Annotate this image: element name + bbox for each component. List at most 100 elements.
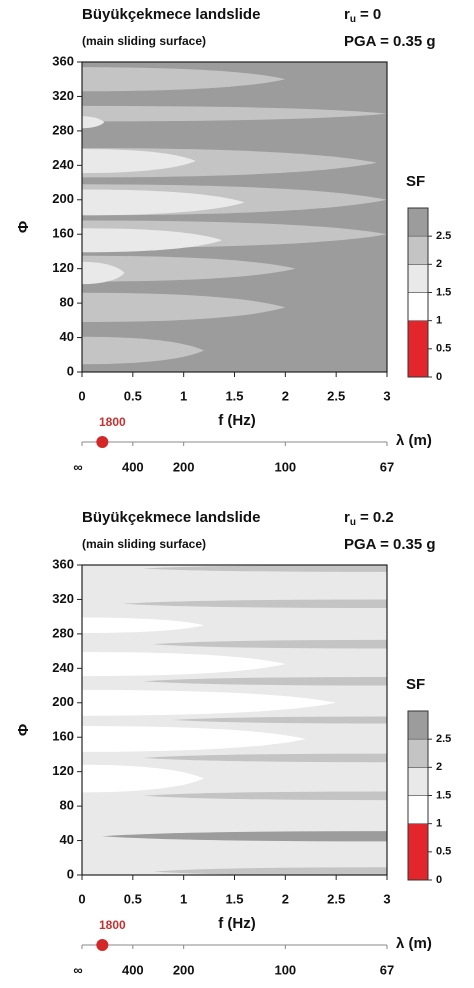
y-tick-label: 240 [52, 157, 74, 172]
colorbar-band [407, 795, 429, 824]
x-tick-label: 2 [282, 891, 289, 906]
contour-region [82, 726, 306, 752]
y-tick-label: 200 [52, 694, 74, 709]
contour-region [173, 716, 387, 724]
colorbar-tick-label: 0 [436, 874, 442, 886]
y-tick-label: 280 [52, 625, 74, 640]
x-tick-label: 0 [78, 388, 85, 403]
lambda-tick-label: ∞ [73, 962, 82, 977]
y-tick-label: 320 [52, 88, 74, 103]
ru-value: = 0.2 [360, 509, 394, 526]
ru-subscript: u [350, 14, 356, 25]
contour-region [82, 105, 387, 122]
ru-label: ru = 0.2 [344, 509, 394, 528]
lambda-tick-label: ∞ [73, 459, 82, 474]
x-tick-label: 2 [282, 388, 289, 403]
y-tick-label: 0 [67, 363, 74, 378]
contour-region [82, 261, 125, 285]
x-tick-label: 1 [180, 891, 187, 906]
colorbar-tick-label: 0.5 [436, 846, 451, 858]
contour-region [82, 228, 223, 253]
y-tick-label: 160 [52, 226, 74, 241]
x-axis-label: f (Hz) [218, 915, 256, 932]
lambda-tick-label: 67 [380, 459, 394, 474]
y-tick-label: 80 [60, 798, 74, 813]
colorbar-tick-label: 1.5 [436, 789, 451, 801]
x-tick-label: 1.5 [225, 388, 243, 403]
contour-region [122, 599, 387, 609]
colorbar-tick-label: 2.5 [436, 230, 451, 242]
contour-region [82, 255, 296, 282]
colorbar-tick-label: 2 [436, 761, 442, 773]
y-tick-label: 240 [52, 660, 74, 675]
chart-subtitle: (main sliding surface) [82, 34, 206, 48]
pga-label: PGA = 0.35 g [344, 33, 436, 50]
ru-symbol: r [344, 6, 350, 23]
y-tick-label: 360 [52, 556, 74, 571]
lambda-marker-label: 1800 [99, 918, 126, 932]
lambda-axis-label: λ (m) [396, 935, 432, 952]
colorbar-tick-label: 1 [436, 818, 442, 830]
colorbar-band [407, 264, 429, 293]
y-tick-label: 160 [52, 729, 74, 744]
colorbar-band [407, 710, 429, 740]
contour-region [143, 565, 387, 572]
contour-region [82, 148, 196, 174]
lambda-tick-label: 400 [122, 459, 144, 474]
contour-region [82, 67, 286, 92]
ru-subscript: u [350, 517, 356, 528]
ru-label: ru = 0 [344, 6, 381, 25]
y-axis-label: Φ [15, 724, 32, 736]
x-tick-label: 3 [383, 891, 390, 906]
y-tick-label: 0 [67, 866, 74, 881]
y-tick-label: 80 [60, 295, 74, 310]
contour-region [153, 867, 387, 875]
x-tick-label: 3 [383, 388, 390, 403]
colorbar-tick-label: 2 [436, 258, 442, 270]
y-tick-label: 40 [60, 329, 74, 344]
chart-title: Büyükçekmece landslide [82, 509, 260, 526]
y-tick-label: 360 [52, 53, 74, 68]
lambda-tick-label: 200 [173, 962, 195, 977]
colorbar-tick-label: 1.5 [436, 286, 451, 298]
ru-value: = 0 [360, 6, 381, 23]
x-tick-label: 0 [78, 891, 85, 906]
y-tick-label: 320 [52, 591, 74, 606]
pga-label: PGA = 0.35 g [344, 536, 436, 553]
ru-symbol: r [344, 509, 350, 526]
contour-region [82, 617, 204, 634]
y-tick-label: 40 [60, 832, 74, 847]
contour-region [153, 639, 387, 649]
x-tick-label: 2.5 [327, 891, 345, 906]
colorbar-band [407, 292, 429, 321]
x-tick-label: 1.5 [225, 891, 243, 906]
y-tick-label: 120 [52, 763, 74, 778]
lambda-tick-label: 100 [274, 459, 296, 474]
colorbar-band [407, 823, 429, 881]
colorbar-tick-label: 0.5 [436, 343, 451, 355]
colorbar-label: SF [406, 173, 425, 190]
lambda-marker-label: 1800 [99, 415, 126, 429]
lambda-marker [96, 939, 109, 951]
chart-subtitle: (main sliding surface) [82, 537, 206, 551]
colorbar-tick-label: 1 [436, 315, 442, 327]
lambda-marker [96, 436, 109, 448]
contour-region [82, 689, 337, 716]
contour-region [82, 336, 204, 365]
x-tick-label: 0.5 [124, 891, 142, 906]
colorbar-band [407, 320, 429, 378]
x-tick-label: 0.5 [124, 388, 142, 403]
chart-title: Büyükçekmece landslide [82, 6, 260, 23]
x-tick-label: 2.5 [327, 388, 345, 403]
y-tick-label: 280 [52, 122, 74, 137]
colorbar-band [407, 207, 429, 237]
contour-region [143, 753, 387, 763]
lambda-tick-label: 67 [380, 962, 394, 977]
x-axis-label: f (Hz) [218, 412, 256, 429]
lambda-tick-label: 400 [122, 962, 144, 977]
lambda-tick-label: 100 [274, 962, 296, 977]
plot-area [82, 565, 387, 875]
contour-region [82, 764, 204, 793]
colorbar-band [407, 738, 429, 768]
